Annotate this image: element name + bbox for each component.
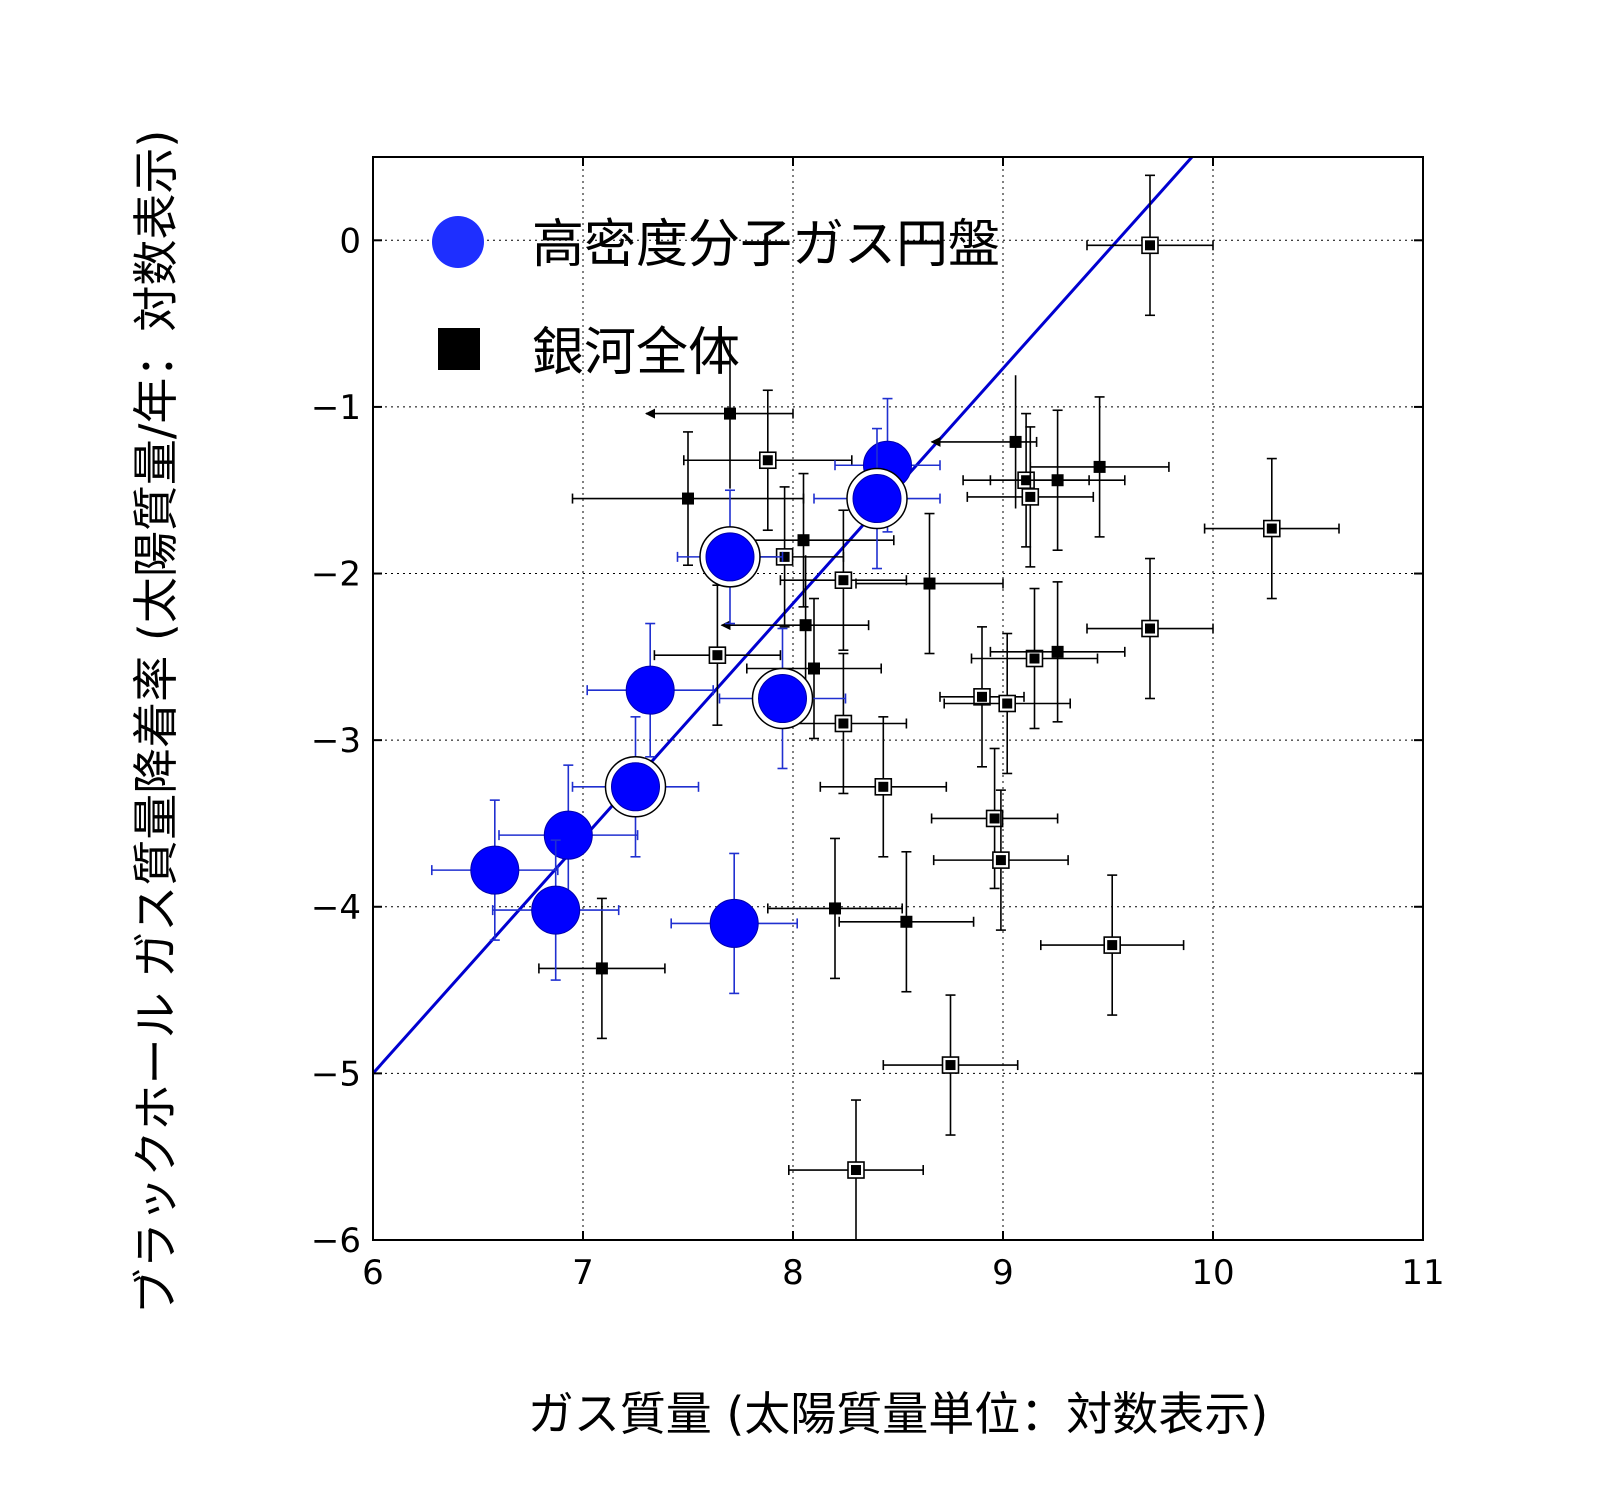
y-tick-label: −4 xyxy=(311,888,361,928)
legend-marker-square xyxy=(438,328,480,370)
legend-label-disk: 高密度分子ガス円盤 xyxy=(532,215,1000,275)
galaxy-point-marker xyxy=(1145,240,1155,251)
galaxy-point-marker xyxy=(1093,460,1106,473)
x-tick-label: 6 xyxy=(362,1253,384,1293)
x-tick-label: 7 xyxy=(572,1253,594,1293)
disk-point-marker xyxy=(470,845,520,895)
galaxy-point-marker xyxy=(995,855,1006,866)
galaxy-point-marker xyxy=(682,492,694,505)
y-tick-label: 0 xyxy=(339,221,361,261)
axis-ticks: 6 7 8 9 10 11 0 −1 −2 −3 −4 −5 −6 xyxy=(311,157,1445,1293)
plot-frame xyxy=(372,156,1424,1241)
galaxy-point-marker xyxy=(808,662,820,675)
galaxy-point-marker xyxy=(797,534,810,547)
x-tick-label: 11 xyxy=(1401,1253,1444,1293)
galaxy-point-marker xyxy=(945,1060,956,1071)
galaxy-point-marker xyxy=(1266,523,1277,534)
gridlines xyxy=(373,157,1423,1240)
galaxy-point-marker xyxy=(1025,491,1036,502)
galaxy-point-marker xyxy=(1145,623,1155,634)
galaxy-point-marker xyxy=(724,407,736,420)
galaxy-point-marker xyxy=(1029,653,1040,664)
galaxy-point-marker xyxy=(1051,474,1064,487)
legend-marker-circle xyxy=(432,216,484,268)
y-axis-title: ブラックホール ガス質量降着率 (太陽質量/年：対数表示) xyxy=(129,130,183,1315)
x-tick-label: 9 xyxy=(992,1253,1014,1293)
disk-point-marker xyxy=(705,532,755,582)
galaxy-point-marker xyxy=(977,691,987,702)
disk-point-marker xyxy=(531,885,581,935)
galaxy-point-marker xyxy=(1009,435,1022,448)
legend: 高密度分子ガス円盤 銀河全体 xyxy=(432,215,1000,383)
fit-line xyxy=(373,157,1194,1075)
galaxy-point-marker xyxy=(712,650,723,661)
y-tick-label: −2 xyxy=(311,555,361,595)
galaxy-point-marker xyxy=(878,781,889,792)
disk-point-marker xyxy=(625,665,675,715)
x-tick-label: 8 xyxy=(782,1253,804,1293)
data-points xyxy=(430,174,1340,1240)
x-tick-label: 10 xyxy=(1191,1253,1234,1293)
galaxy-point-marker xyxy=(829,902,841,915)
galaxy-point-marker xyxy=(762,455,773,466)
galaxy-point-marker xyxy=(595,962,608,975)
disk-point-marker xyxy=(611,762,660,812)
galaxy-point-marker xyxy=(900,915,913,928)
galaxy-point-marker xyxy=(1107,940,1118,951)
legend-label-galaxy: 銀河全体 xyxy=(532,323,740,383)
galaxy-point-marker xyxy=(989,813,1000,824)
disk-point-marker xyxy=(758,674,807,723)
galaxy-point-marker xyxy=(838,718,849,729)
x-axis-title: ガス質量 (太陽質量単位：対数表示) xyxy=(528,1387,1269,1441)
galaxy-point-marker xyxy=(1051,645,1064,658)
y-tick-label: −1 xyxy=(311,388,361,428)
y-tick-label: −6 xyxy=(311,1221,361,1261)
y-tick-label: −5 xyxy=(311,1054,361,1094)
disk-point-marker xyxy=(852,474,902,524)
galaxy-point-marker xyxy=(838,575,849,586)
galaxy-point-marker xyxy=(923,577,936,590)
disk-point-marker xyxy=(543,810,593,860)
galaxy-point-marker xyxy=(851,1165,861,1176)
galaxy-point-marker xyxy=(799,619,812,632)
y-tick-label: −3 xyxy=(311,721,361,761)
disk-point-marker xyxy=(709,898,759,948)
galaxy-point-marker xyxy=(1002,698,1013,709)
fit-line-segment xyxy=(373,157,1194,1075)
galaxy-point-marker xyxy=(779,551,790,562)
